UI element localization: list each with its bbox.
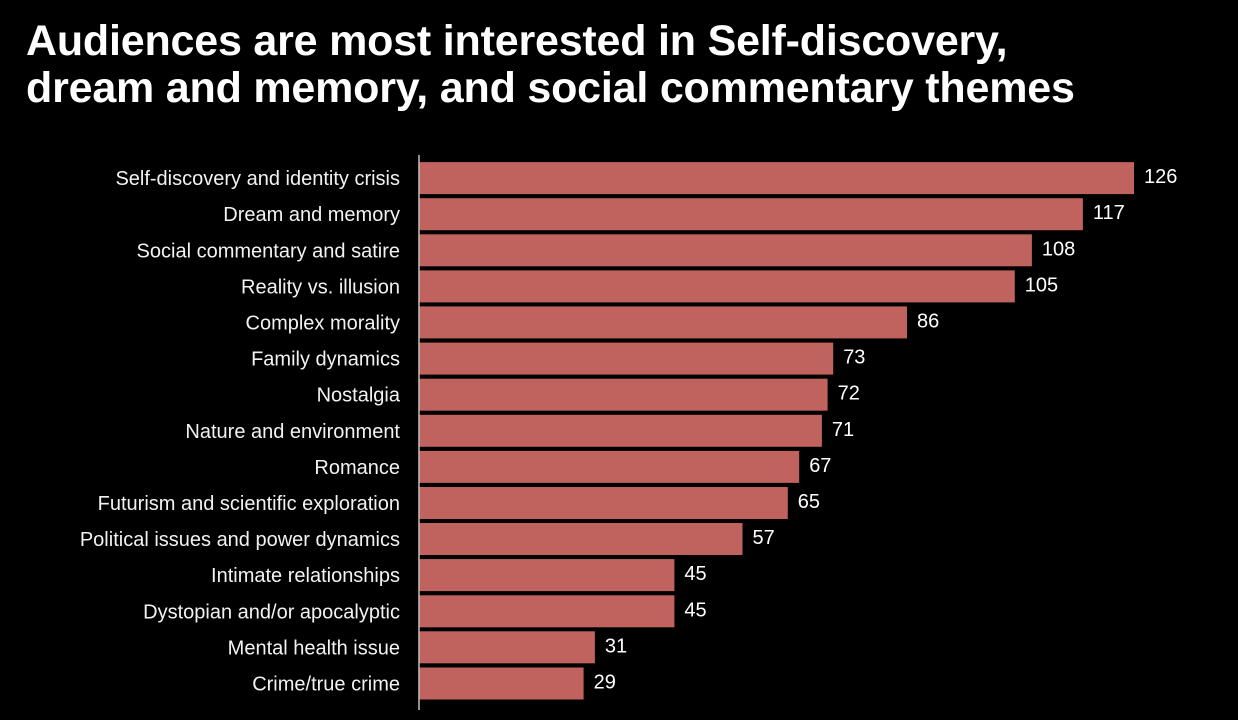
value-label: 29 <box>594 672 616 694</box>
bar <box>419 667 584 700</box>
bar <box>419 198 1083 231</box>
category-label: Political issues and power dynamics <box>80 529 400 551</box>
value-label: 65 <box>798 491 820 513</box>
bar <box>419 595 675 628</box>
value-label: 67 <box>809 455 831 477</box>
value-label: 105 <box>1025 274 1058 296</box>
bar <box>419 414 822 447</box>
bar <box>419 631 595 664</box>
category-label: Self-discovery and identity crisis <box>115 168 400 190</box>
value-label: 72 <box>838 383 860 405</box>
chart-title-line-2: dream and memory, and social commentary … <box>26 64 1075 112</box>
chart-title: Audiences are most interested in Self-di… <box>26 18 1226 112</box>
bar <box>419 559 675 592</box>
category-labels-group: Self-discovery and identity crisis Dream … <box>80 168 401 695</box>
category-label: Nature and environment <box>185 421 400 443</box>
bar <box>419 306 907 339</box>
value-label: 126 <box>1144 166 1177 188</box>
category-label: Futurism and scientific exploration <box>98 493 400 515</box>
bar <box>419 523 743 555</box>
chart-title-line-1: Audiences are most interested in Self-di… <box>26 17 1008 65</box>
category-label: Nostalgia <box>317 385 401 407</box>
category-label: Dream and memory <box>223 204 400 226</box>
bar <box>419 487 788 519</box>
category-label: Intimate relationships <box>211 565 400 587</box>
bar <box>419 342 834 375</box>
bar <box>419 234 1032 267</box>
category-label: Crime/true crime <box>252 674 400 696</box>
value-label: 108 <box>1042 238 1075 260</box>
category-label: Social commentary and satire <box>137 240 400 262</box>
value-label: 73 <box>843 347 865 369</box>
category-label: Mental health issue <box>228 637 400 659</box>
value-label: 31 <box>605 635 627 657</box>
category-label: Reality vs. illusion <box>241 276 400 298</box>
category-label: Family dynamics <box>251 349 400 371</box>
bars-group <box>419 162 1134 700</box>
bar <box>419 378 828 411</box>
bar <box>419 270 1015 303</box>
value-label: 45 <box>684 563 706 585</box>
value-label: 45 <box>684 599 706 621</box>
category-label: Dystopian and/or apocalyptic <box>143 601 400 623</box>
value-label: 117 <box>1093 202 1125 224</box>
value-label: 57 <box>753 527 775 549</box>
bar <box>419 162 1134 195</box>
bar <box>419 450 800 483</box>
value-label: 71 <box>832 419 854 441</box>
value-label: 86 <box>917 310 939 332</box>
category-label: Complex morality <box>246 312 400 334</box>
category-label: Romance <box>314 457 400 479</box>
